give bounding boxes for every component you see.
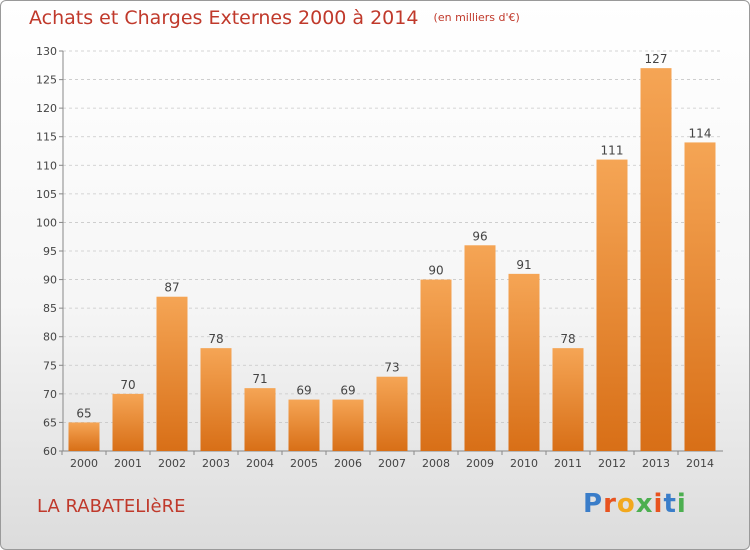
logo-letter: i (653, 489, 664, 519)
x-tick-label-2005: 2005 (290, 457, 318, 470)
chart-title-text: Achats et Charges Externes 2000 à 2014 (29, 7, 419, 29)
bar-2013 (640, 68, 672, 452)
bars (68, 68, 716, 452)
value-label-2010: 91 (516, 258, 531, 272)
bar-2008 (420, 279, 452, 451)
value-label-2004: 71 (252, 372, 267, 386)
value-label-2002: 87 (164, 281, 179, 295)
value-label-2011: 78 (560, 332, 575, 346)
value-label-2014: 114 (689, 126, 712, 140)
x-tick-label-2012: 2012 (598, 457, 626, 470)
proxiti-logo: Proxiti (583, 489, 687, 519)
x-tick-label-2009: 2009 (466, 457, 494, 470)
value-label-2007: 73 (384, 361, 399, 375)
logo-letter: i (676, 489, 687, 519)
value-label-2013: 127 (645, 52, 668, 66)
y-tick-label: 85 (43, 302, 57, 315)
commune-name: LA RABATELIèRE (37, 496, 186, 517)
y-tick-label: 65 (43, 416, 57, 429)
bar-2009 (464, 245, 496, 451)
logo-letter: x (635, 489, 654, 519)
x-tick-label-2002: 2002 (158, 457, 186, 470)
value-labels: 65 70 87 78 71 69 69 73 90 96 91 78 111 127 114 (76, 52, 711, 420)
value-label-2003: 78 (208, 332, 223, 346)
x-tick-label-2010: 2010 (510, 457, 538, 470)
y-tick-label: 75 (43, 359, 57, 372)
bar-2001 (112, 393, 144, 451)
y-tick-labels: 60 65 70 75 80 85 90 95 100 105 110 115 120 125 130 (36, 45, 57, 458)
value-label-2006: 69 (340, 384, 355, 398)
x-tick-label-2013: 2013 (642, 457, 670, 470)
bar-2007 (376, 376, 408, 451)
bar-2010 (508, 273, 540, 451)
x-tick-label-2008: 2008 (422, 457, 450, 470)
bar-2003 (200, 348, 232, 451)
x-tick-label-2004: 2004 (246, 457, 274, 470)
x-tick-label-2006: 2006 (334, 457, 362, 470)
x-tick-label-2001: 2001 (114, 457, 142, 470)
value-label-2005: 69 (296, 384, 311, 398)
chart-title: Achats et Charges Externes 2000 à 2014 (… (29, 7, 520, 29)
y-tick-label: 80 (43, 331, 57, 344)
chart-unit: (en milliers d'€) (433, 11, 520, 24)
y-tick-label: 105 (36, 188, 57, 201)
x-tick-label-2007: 2007 (378, 457, 406, 470)
x-tick-label-2014: 2014 (686, 457, 714, 470)
y-tick-label: 130 (36, 45, 57, 58)
y-tick-label: 120 (36, 102, 57, 115)
y-tick-label: 115 (36, 131, 57, 144)
logo-letter: r (603, 489, 617, 519)
logo-letter: P (583, 489, 604, 519)
bar-2000 (68, 422, 100, 451)
bar-2002 (156, 296, 188, 451)
bar-2004 (244, 388, 276, 451)
y-tick-label: 125 (36, 74, 57, 87)
y-tick-label: 60 (43, 445, 57, 458)
value-label-2012: 111 (601, 144, 624, 158)
value-label-2000: 65 (76, 406, 91, 420)
y-tick-label: 95 (43, 245, 57, 258)
x-tick-label-2011: 2011 (554, 457, 582, 470)
x-tick-labels: 2000 2001 2002 2003 2004 2005 2006 2007 2008 2009… (70, 457, 714, 470)
value-label-2008: 90 (428, 264, 443, 278)
bar-2011 (552, 348, 584, 451)
bar-2014 (684, 142, 716, 451)
x-tick-label-2000: 2000 (70, 457, 98, 470)
y-tick-label: 90 (43, 274, 57, 287)
y-tick-label: 70 (43, 388, 57, 401)
logo-letter: o (616, 489, 636, 519)
bar-2006 (332, 399, 364, 451)
bar-2012 (596, 159, 628, 452)
y-tick-label: 100 (36, 216, 57, 229)
value-label-2009: 96 (472, 229, 487, 243)
bar-2005 (288, 399, 320, 451)
value-label-2001: 70 (120, 378, 135, 392)
x-tick-label-2003: 2003 (202, 457, 230, 470)
y-tick-label: 110 (36, 159, 57, 172)
logo-letter: t (663, 489, 677, 519)
